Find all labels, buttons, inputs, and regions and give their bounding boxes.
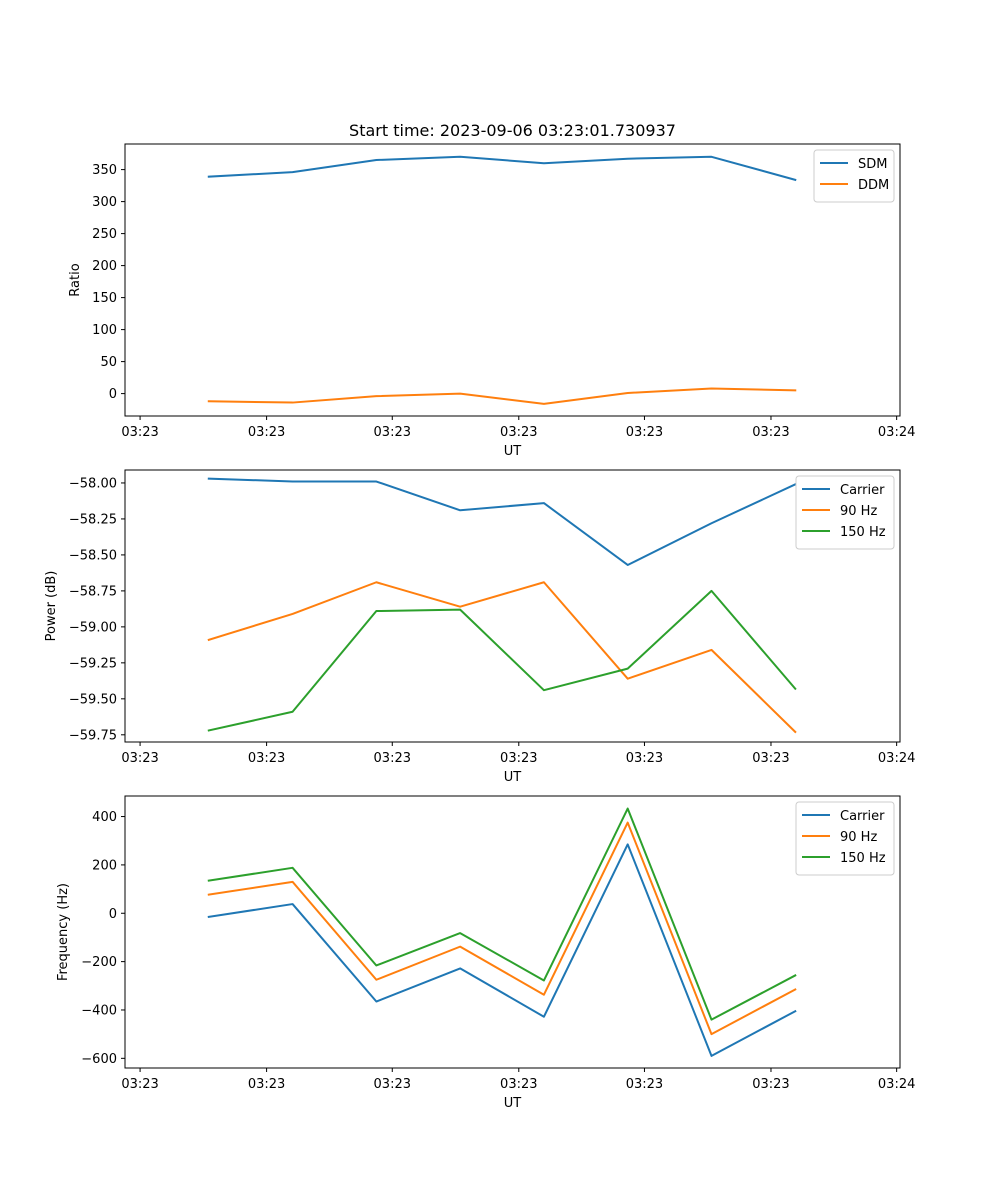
y-tick-label: −59.25 bbox=[69, 656, 117, 671]
x-tick-label: 03:23 bbox=[626, 1077, 663, 1092]
y-axis-label: Ratio bbox=[68, 263, 83, 296]
y-tick-label: −59.75 bbox=[69, 728, 117, 743]
y-tick-label: 0 bbox=[109, 387, 117, 402]
y-tick-label: −58.00 bbox=[69, 476, 117, 491]
figure: Start time: 2023-09-06 03:23:01.730937 0… bbox=[0, 0, 1000, 1200]
y-tick-label: −58.75 bbox=[69, 584, 117, 599]
x-tick-label: 03:23 bbox=[121, 751, 158, 766]
x-tick-label: 03:23 bbox=[626, 751, 663, 766]
x-tick-label: 03:23 bbox=[121, 425, 158, 440]
legend-label: 150 Hz bbox=[840, 851, 886, 866]
legend-label: DDM bbox=[858, 178, 889, 193]
legend-label: 150 Hz bbox=[840, 525, 886, 540]
x-tick-label: 03:23 bbox=[248, 425, 285, 440]
x-tick-label: 03:23 bbox=[500, 1077, 537, 1092]
y-tick-label: 200 bbox=[92, 858, 117, 873]
x-tick-label: 03:23 bbox=[500, 425, 537, 440]
figure-title: Start time: 2023-09-06 03:23:01.730937 bbox=[349, 121, 676, 140]
x-tick-label: 03:23 bbox=[626, 425, 663, 440]
y-tick-label: 300 bbox=[92, 195, 117, 210]
y-tick-label: 150 bbox=[92, 291, 117, 306]
x-tick-label: 03:23 bbox=[500, 751, 537, 766]
legend: SDM DDM bbox=[814, 150, 894, 202]
legend-label: Carrier bbox=[840, 483, 885, 498]
y-tick-label: 50 bbox=[100, 355, 117, 370]
x-axis-label: UT bbox=[504, 444, 522, 459]
y-tick-label: 100 bbox=[92, 323, 117, 338]
x-tick-label: 03:23 bbox=[374, 751, 411, 766]
y-tick-label: −58.50 bbox=[69, 548, 117, 563]
y-tick-label: −58.25 bbox=[69, 512, 117, 527]
y-tick-label: −400 bbox=[81, 1003, 117, 1018]
legend-label: Carrier bbox=[840, 809, 885, 824]
x-tick-label: 03:23 bbox=[248, 751, 285, 766]
y-tick-label: 400 bbox=[92, 810, 117, 825]
x-tick-label: 03:24 bbox=[878, 751, 915, 766]
legend: Carrier 90 Hz 150 Hz bbox=[796, 802, 894, 875]
y-tick-label: 350 bbox=[92, 163, 117, 178]
y-axis-label: Power (dB) bbox=[44, 571, 59, 642]
y-tick-label: −59.00 bbox=[69, 620, 117, 635]
x-tick-label: 03:23 bbox=[248, 1077, 285, 1092]
legend-label: 90 Hz bbox=[840, 504, 877, 519]
x-tick-label: 03:23 bbox=[374, 1077, 411, 1092]
legend: Carrier 90 Hz 150 Hz bbox=[796, 476, 894, 549]
legend-label: SDM bbox=[858, 157, 887, 172]
x-tick-label: 03:24 bbox=[878, 1077, 915, 1092]
y-tick-label: −600 bbox=[81, 1052, 117, 1067]
x-tick-label: 03:23 bbox=[121, 1077, 158, 1092]
y-tick-label: 200 bbox=[92, 259, 117, 274]
y-axis-label: Frequency (Hz) bbox=[56, 883, 71, 981]
x-tick-label: 03:23 bbox=[752, 1077, 789, 1092]
y-tick-label: 0 bbox=[109, 907, 117, 922]
y-tick-label: −200 bbox=[81, 955, 117, 970]
x-tick-label: 03:23 bbox=[752, 425, 789, 440]
x-tick-label: 03:23 bbox=[374, 425, 411, 440]
y-tick-label: −59.50 bbox=[69, 692, 117, 707]
x-tick-label: 03:23 bbox=[752, 751, 789, 766]
x-axis-label: UT bbox=[504, 1096, 522, 1111]
y-tick-label: 250 bbox=[92, 227, 117, 242]
x-axis-label: UT bbox=[504, 770, 522, 785]
legend-label: 90 Hz bbox=[840, 830, 877, 845]
x-tick-label: 03:24 bbox=[878, 425, 915, 440]
